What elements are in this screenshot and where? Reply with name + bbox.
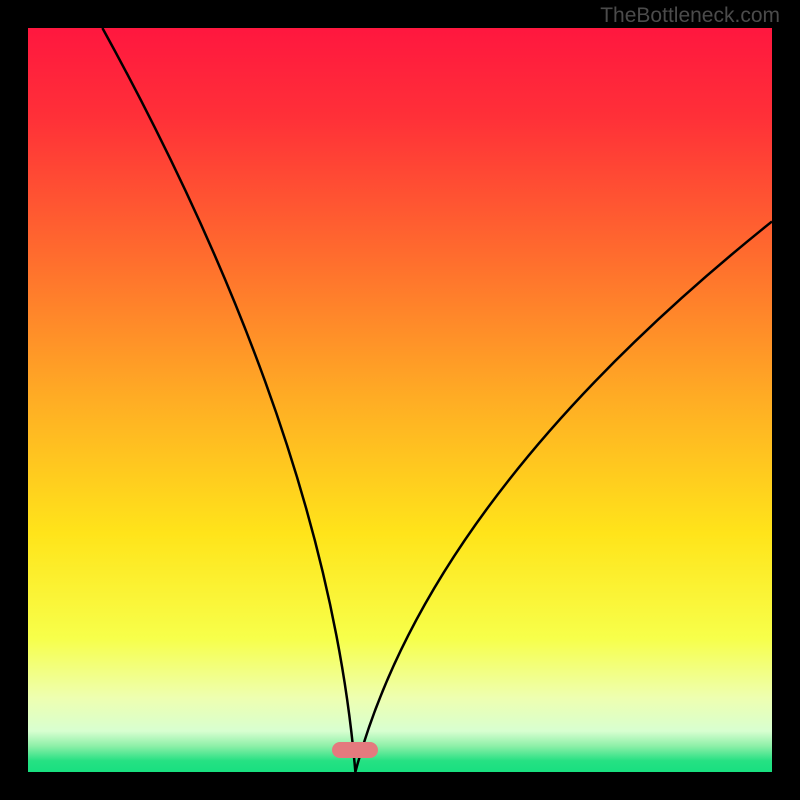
- watermark-text: TheBottleneck.com: [600, 4, 780, 28]
- gradient-background: [28, 28, 772, 772]
- plot-area: [28, 28, 772, 772]
- bottleneck-curve: [28, 28, 772, 772]
- chart-container: TheBottleneck.com: [0, 0, 800, 800]
- vertex-marker: [332, 742, 378, 758]
